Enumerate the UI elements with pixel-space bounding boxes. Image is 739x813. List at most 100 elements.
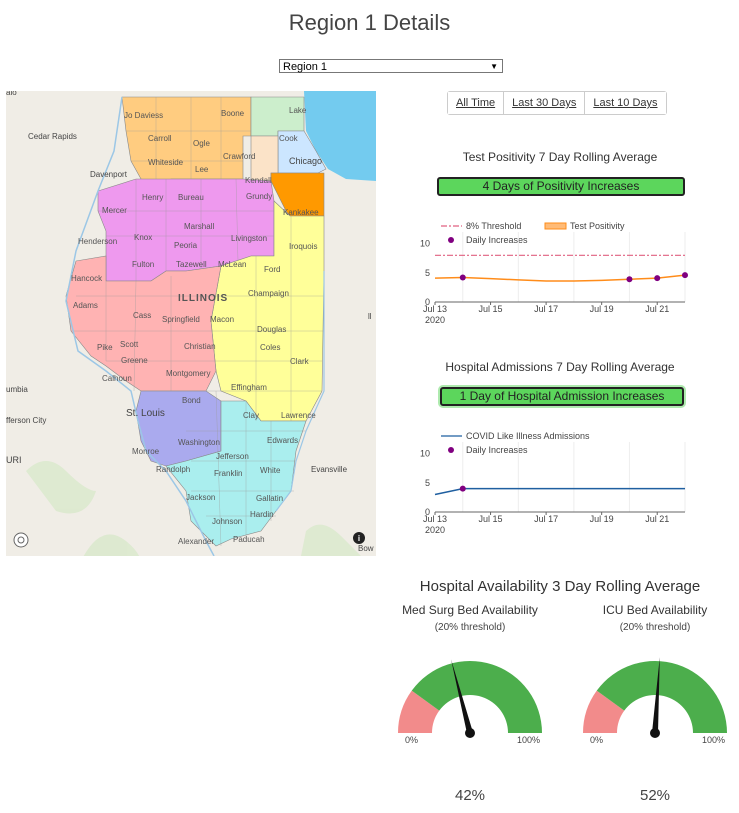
icu-gauge-subtitle: (20% threshold) xyxy=(619,622,691,633)
county-label: Calhoun xyxy=(102,374,132,383)
daily-increase-point[interactable] xyxy=(626,276,633,283)
region-select[interactable]: Region 1 ▼ xyxy=(279,59,503,73)
county-label: Greene xyxy=(121,356,148,365)
page-title: Region 1 Details xyxy=(288,10,451,35)
county-label: Ford xyxy=(264,265,280,274)
gauge-needle xyxy=(652,657,660,734)
county-label: Jo Daviess xyxy=(124,111,163,120)
last-10-days-button[interactable]: Last 10 Days xyxy=(585,92,666,114)
map-place-label: Cedar Rapids xyxy=(28,132,77,141)
map-place-label: Bow xyxy=(358,544,374,553)
series-legend-label: Test Positivity xyxy=(570,221,625,231)
increase-legend-label: Daily Increases xyxy=(466,235,528,245)
county-label: Alexander xyxy=(178,537,214,546)
y-tick-label: 5 xyxy=(425,478,430,488)
county-label: Livingston xyxy=(231,234,267,243)
x-tick-label: Jul 21 xyxy=(645,304,669,314)
county-label: Macon xyxy=(210,315,234,324)
positivity-chart-title: Test Positivity 7 Day Rolling Average xyxy=(462,150,658,164)
county-label: Franklin xyxy=(214,469,242,478)
map-settings-icon[interactable] xyxy=(13,532,29,548)
county-label: Champaign xyxy=(248,289,289,298)
county-label: Hardin xyxy=(250,510,274,519)
county-label: Cook xyxy=(279,134,299,143)
x-tick-label: Jul 13 xyxy=(423,514,447,524)
increase-legend-swatch xyxy=(448,237,454,243)
x-tick-label: Jul 19 xyxy=(590,304,614,314)
county-label: Bureau xyxy=(178,193,204,202)
gauge-above-threshold-band xyxy=(596,661,727,733)
y-tick-label: 0 xyxy=(425,507,430,517)
county-label: Douglas xyxy=(257,325,286,334)
region-select-value: Region 1 xyxy=(283,61,328,73)
daily-increase-point[interactable] xyxy=(654,275,661,282)
med-surg-gauge-title: Med Surg Bed Availability xyxy=(402,603,538,617)
county-label: Grundy xyxy=(246,192,272,201)
county-label: Montgomery xyxy=(166,369,210,378)
gauge-min-label: 0% xyxy=(590,735,603,745)
county-label: Knox xyxy=(134,233,152,242)
admissions-increase-badge: 1 Day of Hospital Admission Increases xyxy=(440,387,684,406)
admissions-chart-title: Hospital Admissions 7 Day Rolling Averag… xyxy=(445,360,675,374)
admissions-increase-legend-label: Daily Increases xyxy=(466,445,528,455)
med-surg-gauge-subtitle: (20% threshold) xyxy=(434,622,506,633)
gauge-min-label: 0% xyxy=(405,735,418,745)
all-time-button[interactable]: All Time xyxy=(448,92,505,114)
map-info-icon[interactable]: i xyxy=(353,532,365,544)
county-label: Edwards xyxy=(267,436,298,445)
daily-increase-point[interactable] xyxy=(682,272,688,279)
county-label: Lee xyxy=(195,165,209,174)
county-label: Henderson xyxy=(78,237,117,246)
county-label: Iroquois xyxy=(289,242,317,251)
icu-gauge: 0% 100% xyxy=(583,657,727,745)
med-surg-gauge: 0% 100% xyxy=(398,659,542,745)
positivity-legend: 8% Threshold Test Positivity Daily Incre… xyxy=(441,221,625,245)
map-state-label: ILLINOIS xyxy=(178,293,228,304)
gauge-below-threshold-band xyxy=(583,690,625,733)
gauge-max-label: 100% xyxy=(702,735,725,745)
county-label: Monroe xyxy=(132,447,160,456)
county-label: Coles xyxy=(260,343,280,352)
positivity-increase-badge: 4 Days of Positivity Increases xyxy=(437,177,685,196)
region-map[interactable]: Cedar Rapids Davenport Chicago St. Louis… xyxy=(6,91,376,556)
county-label: Gallatin xyxy=(256,494,283,503)
admissions-legend: COVID Like Illness Admissions Daily Incr… xyxy=(441,431,590,455)
county-label: Ogle xyxy=(193,139,210,148)
series-line-test-positivity xyxy=(434,274,686,282)
daily-increase-point[interactable] xyxy=(459,485,466,492)
county-label: Clay xyxy=(243,411,259,420)
county-label: Jackson xyxy=(186,493,215,502)
x-tick-label: 2020 xyxy=(425,525,445,535)
county-label: Kankakee xyxy=(283,208,319,217)
y-tick-label: 5 xyxy=(425,268,430,278)
y-tick-label: 10 xyxy=(420,449,430,459)
map-place-label: URI xyxy=(6,455,22,465)
svg-text:i: i xyxy=(358,534,360,543)
county-label: Hancock xyxy=(71,274,103,283)
county-label: Christian xyxy=(184,342,216,351)
county-label: Bond xyxy=(182,396,201,405)
icu-gauge-value: 52% xyxy=(639,787,671,804)
county-label: Paducah xyxy=(233,535,265,544)
map-place-label: St. Louis xyxy=(126,408,165,419)
admissions-chart: COVID Like Illness Admissions Daily Incr… xyxy=(420,431,686,535)
med-surg-gauge-value: 42% xyxy=(454,787,486,804)
y-tick-label: 0 xyxy=(425,297,430,307)
county-label: Marshall xyxy=(184,222,214,231)
icu-gauge-title: ICU Bed Availability xyxy=(602,603,708,617)
map-place-label: umbia xyxy=(6,385,28,394)
gauge-needle-hub xyxy=(650,728,660,738)
daily-increase-point[interactable] xyxy=(459,274,466,281)
date-range-group: All Time Last 30 Days Last 10 Days xyxy=(447,91,667,115)
map-place-label: Chicago xyxy=(289,156,322,166)
county-label: Kendall xyxy=(245,176,272,185)
x-tick-label: Jul 17 xyxy=(534,304,558,314)
last-30-days-button[interactable]: Last 30 Days xyxy=(504,92,586,114)
county-label: Boone xyxy=(221,109,245,118)
x-tick-label: Jul 17 xyxy=(534,514,558,524)
county-label: Scott xyxy=(120,340,139,349)
chevron-down-icon: ▼ xyxy=(490,62,498,71)
county-label: Henry xyxy=(142,193,163,202)
